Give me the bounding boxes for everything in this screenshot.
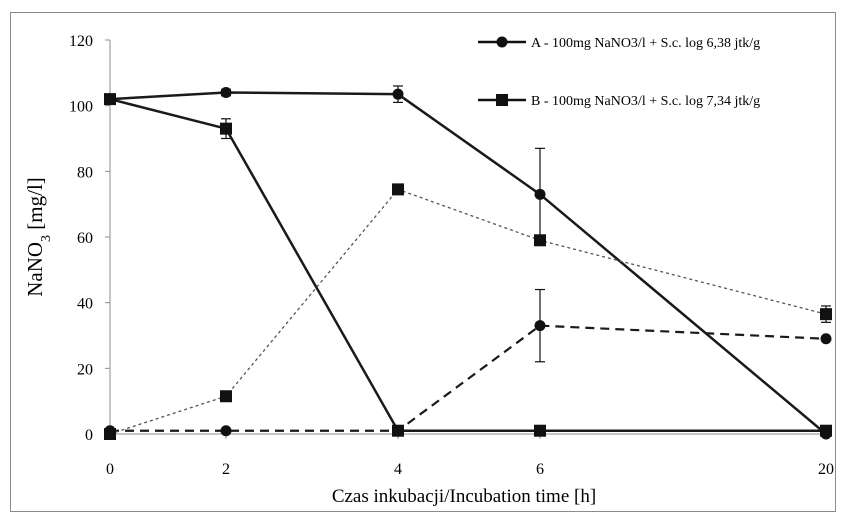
y-tick-label: 20 xyxy=(77,361,93,378)
data-point xyxy=(220,425,232,437)
x-tick-label: 4 xyxy=(394,461,402,478)
data-point xyxy=(820,333,832,345)
series-layer xyxy=(104,85,832,440)
legend-label: A - 100mg NaNO3/l + S.c. log 6,38 jtk/g xyxy=(531,36,760,51)
legend-marker xyxy=(496,36,508,48)
y-tick-label: 40 xyxy=(77,296,93,313)
series-4 xyxy=(104,183,832,440)
legend-entry: B - 100mg NaNO3/l + S.c. log 7,34 jtk/g xyxy=(478,94,760,109)
data-point xyxy=(104,93,116,106)
data-point xyxy=(534,234,546,247)
legend-label: B - 100mg NaNO3/l + S.c. log 7,34 jtk/g xyxy=(531,94,760,109)
data-point xyxy=(392,425,404,437)
data-point xyxy=(104,428,116,440)
y-axis-label: NaNO3 [mg/l] xyxy=(23,177,54,297)
x-tick-label: 2 xyxy=(222,461,230,478)
y-tick-label: 120 xyxy=(69,33,93,50)
series-1 xyxy=(104,85,832,440)
legend: A - 100mg NaNO3/l + S.c. log 6,38 jtk/g B… xyxy=(478,36,760,109)
y-tick-label: 100 xyxy=(69,99,93,116)
series-line xyxy=(109,97,826,432)
data-point xyxy=(220,87,232,99)
data-point xyxy=(220,390,232,403)
series-line xyxy=(109,188,827,435)
data-point xyxy=(220,122,232,135)
series-3 xyxy=(104,288,832,437)
legend-marker xyxy=(496,94,508,106)
y-tick-label: 80 xyxy=(77,164,93,181)
x-tick-label: 0 xyxy=(106,461,114,478)
data-point xyxy=(392,183,404,196)
data-point xyxy=(392,88,404,100)
x-tick-label: 20 xyxy=(818,461,834,478)
series-line xyxy=(110,324,827,432)
y-tick-label: 0 xyxy=(85,427,93,444)
data-point xyxy=(534,424,546,437)
chart-frame xyxy=(10,12,836,512)
y-tick-label: 60 xyxy=(77,230,93,247)
data-point xyxy=(534,188,546,200)
data-point xyxy=(820,308,832,321)
x-tick-label: 6 xyxy=(536,461,544,478)
legend-entry: A - 100mg NaNO3/l + S.c. log 6,38 jtk/g xyxy=(478,36,760,51)
data-point xyxy=(820,424,832,437)
data-point xyxy=(534,320,546,332)
x-axis-label: Czas inkubacji/Incubation time [h] xyxy=(332,486,596,507)
series-line xyxy=(109,91,827,435)
